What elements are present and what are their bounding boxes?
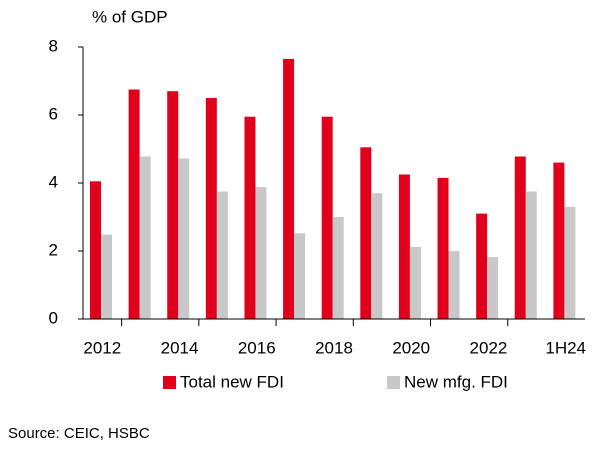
bar [409,246,421,319]
y-tick-label: 8 [49,36,58,55]
x-tick-label: 1H24 [545,338,586,357]
x-tick-label: 2020 [392,338,430,357]
bar [553,162,565,319]
y-tick-label: 0 [49,308,58,327]
y-tick-label: 6 [49,104,58,123]
y-tick-label: 4 [49,172,58,191]
bar [128,89,140,319]
bar [360,147,372,319]
x-tick-label: 2016 [238,338,276,357]
x-tick-label: 2022 [470,338,508,357]
bar [90,181,101,319]
source: Source: CEIC, HSBC [8,425,150,442]
bar [216,191,228,319]
bar [167,91,179,319]
bar [255,187,267,319]
x-tick-label: 2012 [83,338,121,357]
bar [244,116,256,319]
bar [487,257,499,319]
bar [564,206,576,319]
legend-swatch [163,376,176,389]
bar [178,158,190,319]
bar [448,251,460,319]
legend-label: New mfg. FDI [404,372,508,391]
x-tick-label: 2014 [161,338,199,357]
bar [101,234,112,319]
bar [294,233,306,319]
bar [371,193,383,319]
legend-swatch [387,376,400,389]
bar [332,217,344,319]
bar [476,213,488,319]
y-tick-label: 2 [49,240,58,259]
bar [321,116,333,319]
x-tick-label: 2018 [315,338,353,357]
legend-label: Total new FDI [180,372,284,391]
bar [283,58,295,320]
y-axis-label: % of GDP [92,7,168,26]
bar [398,174,410,319]
bar [514,156,526,319]
bar [139,156,151,319]
bar [437,177,449,319]
bar [525,191,537,319]
bar [205,98,217,319]
